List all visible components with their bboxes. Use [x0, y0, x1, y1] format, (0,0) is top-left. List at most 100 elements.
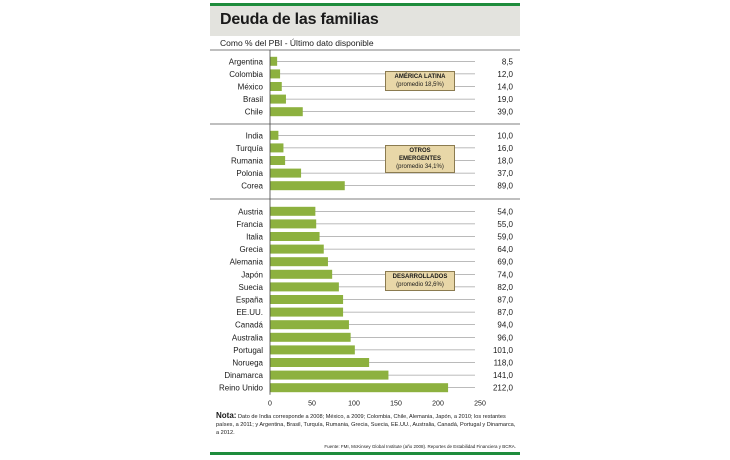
value-label: 55,0: [497, 220, 513, 229]
bar-canad-: [270, 320, 349, 330]
category-label: Italia: [246, 233, 263, 242]
category-label: Portugal: [233, 346, 263, 355]
category-label: Corea: [241, 182, 263, 191]
bar-argentina: [270, 56, 278, 66]
value-label: 89,0: [497, 182, 513, 191]
value-label: 16,0: [497, 144, 513, 153]
category-label: India: [246, 131, 264, 140]
bar-grecia: [270, 244, 324, 254]
bar-chart: Argentina 8,5 Colombia 12,0 México 14,0 Brasil…: [210, 49, 520, 408]
bar-m-xico: [270, 82, 282, 91]
category-label: Argentina: [229, 57, 264, 66]
group-name: DESARROLLADOS: [392, 274, 448, 280]
group-name: OTROS EMERGENTES: [398, 147, 441, 162]
bar-brasil: [270, 94, 286, 104]
bar-rumania: [270, 156, 286, 165]
value-label: 59,0: [497, 233, 513, 242]
value-label: 8,5: [502, 57, 514, 66]
category-label: Polonia: [236, 169, 263, 178]
category-label: Turquía: [236, 144, 264, 153]
category-label: España: [236, 296, 264, 305]
category-label: Colombia: [229, 70, 263, 79]
category-label: México: [238, 83, 264, 92]
value-label: 94,0: [497, 321, 513, 330]
category-label: Brasil: [243, 95, 263, 104]
group-label-box: AMÉRICA LATINA (promedio 18,5%): [385, 70, 455, 91]
note-label: Nota:: [216, 411, 237, 420]
category-label: Alemania: [230, 258, 264, 267]
chart-source: Fuente: FMI, McKinsey Global Institute (…: [324, 444, 516, 449]
category-label: Japón: [241, 270, 263, 279]
category-label: Australia: [232, 333, 264, 342]
x-tick-label: 200: [432, 401, 444, 408]
bar-australia: [270, 332, 351, 342]
value-label: 82,0: [497, 283, 513, 292]
value-label: 74,0: [497, 270, 513, 279]
value-label: 54,0: [497, 207, 513, 216]
category-label: Canadá: [235, 321, 264, 330]
value-label: 39,0: [497, 108, 513, 117]
bar-turqu-a: [270, 143, 284, 153]
value-label: 87,0: [497, 308, 513, 317]
value-label: 18,0: [497, 157, 513, 166]
x-tick-label: 150: [390, 401, 402, 408]
bar-polonia: [270, 168, 302, 178]
category-label: Austria: [238, 207, 263, 216]
category-label: EE.UU.: [236, 308, 263, 317]
bar-austria: [270, 206, 316, 216]
value-label: 19,0: [497, 95, 513, 104]
bar-portugal: [270, 345, 355, 355]
value-label: 37,0: [497, 169, 513, 178]
bar-chile: [270, 107, 303, 117]
group-label-box: DESARROLLADOS (promedio 92,6%): [385, 271, 455, 291]
category-label: Suecia: [239, 283, 264, 292]
bar-francia: [270, 219, 317, 229]
bar-espa-a: [270, 295, 344, 304]
top-accent-bar: [210, 3, 520, 6]
category-label: Noruega: [232, 359, 263, 368]
group-average: (promedio 18,5%): [396, 81, 444, 88]
chart-figure: Deuda de las familias Como % del PBI - Ú…: [210, 0, 520, 458]
group-label-box: OTROS EMERGENTES (promedio 34,1%): [385, 144, 455, 173]
category-label: Grecia: [239, 245, 263, 254]
category-label: Reino Unido: [219, 384, 264, 393]
value-label: 10,0: [497, 131, 513, 140]
category-label: Rumania: [231, 157, 264, 166]
x-tick-label: 250: [474, 401, 486, 408]
x-tick-label: 0: [268, 401, 272, 408]
bottom-accent-bar: [210, 452, 520, 455]
value-label: 96,0: [497, 333, 513, 342]
value-label: 14,0: [497, 83, 513, 92]
value-label: 12,0: [497, 70, 513, 79]
category-label: Chile: [245, 108, 264, 117]
bar-corea: [270, 181, 345, 191]
group-average: (promedio 34,1%): [396, 163, 444, 170]
category-label: Francia: [236, 220, 263, 229]
value-label: 87,0: [497, 296, 513, 305]
x-tick-label: 50: [308, 401, 316, 408]
bar-alemania: [270, 257, 328, 267]
title-band: Deuda de las familias: [210, 6, 520, 36]
chart-subtitle: Como % del PBI - Último dato disponible: [220, 38, 374, 48]
bar-dinamarca: [270, 370, 389, 380]
note-text: Dato de India corresponde a 2008; México…: [216, 414, 516, 436]
value-label: 118,0: [494, 359, 514, 368]
bar-india: [270, 130, 279, 140]
value-label: 212,0: [493, 384, 514, 393]
bar-noruega: [270, 358, 370, 367]
bar-reino-unido: [270, 383, 449, 393]
value-label: 101,0: [493, 346, 514, 355]
group-name: AMÉRICA LATINA: [394, 73, 446, 80]
bar-suecia: [270, 282, 339, 292]
bar-italia: [270, 232, 320, 241]
group-average: (promedio 92,6%): [396, 282, 444, 288]
value-label: 69,0: [497, 258, 513, 267]
chart-note: Nota: Dato de India corresponde a 2008; …: [216, 412, 516, 437]
bar-ee-uu-: [270, 307, 344, 317]
x-tick-label: 100: [348, 401, 360, 408]
value-label: 141,0: [493, 371, 514, 380]
category-label: Dinamarca: [224, 371, 263, 380]
bar-jap-n: [270, 269, 333, 279]
value-label: 64,0: [497, 245, 513, 254]
chart-title: Deuda de las familias: [220, 11, 379, 28]
